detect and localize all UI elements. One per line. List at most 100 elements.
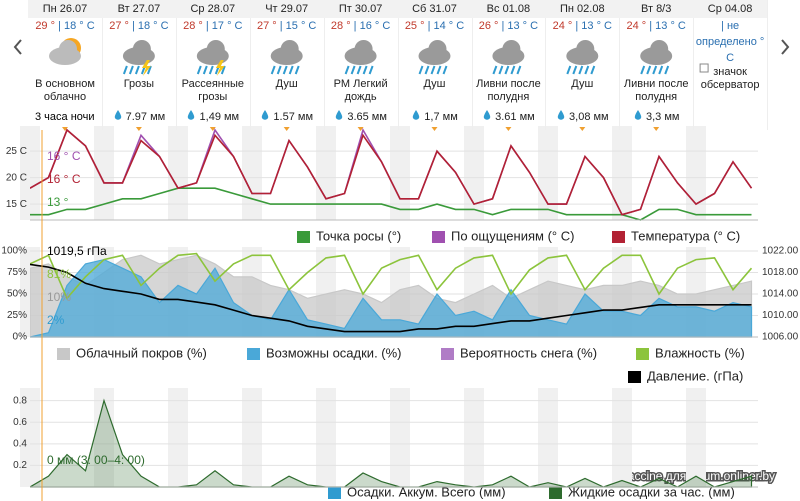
next-arrow[interactable] bbox=[781, 39, 790, 55]
annotation: 81% bbox=[47, 267, 71, 281]
time-note: 3 часа ночи bbox=[35, 111, 95, 123]
annotation: 1019,5 гПа bbox=[47, 244, 107, 258]
rain bbox=[516, 65, 522, 75]
rain bbox=[196, 65, 202, 75]
day-label: Чт 29.07 bbox=[249, 0, 324, 18]
night-band bbox=[612, 388, 632, 487]
rain bbox=[640, 65, 646, 75]
drop-icon bbox=[336, 110, 343, 120]
marker bbox=[357, 127, 364, 131]
rain bbox=[664, 65, 670, 75]
weather-icon bbox=[196, 40, 229, 131]
day-column: Вс 01.08 26 ° | 13 ° C Ливни после полудня… bbox=[471, 0, 547, 130]
marker bbox=[209, 127, 216, 131]
temps: 25 ° | 14 ° C bbox=[398, 18, 472, 34]
night-band bbox=[390, 388, 410, 487]
y-tick-label: 25 C bbox=[6, 146, 27, 157]
night-band bbox=[94, 126, 114, 220]
temps: 28 ° | 16 ° C bbox=[324, 18, 398, 34]
weather-icon bbox=[566, 40, 599, 131]
night-band bbox=[686, 126, 706, 220]
temps: 27 ° | 15 ° C bbox=[250, 18, 324, 34]
weather-icon bbox=[344, 40, 377, 131]
cloud bbox=[59, 40, 77, 58]
weather-desc: значок обсерватор bbox=[700, 66, 760, 91]
rain bbox=[418, 65, 424, 75]
night-band bbox=[168, 126, 188, 220]
day-label: Вт 27.07 bbox=[101, 0, 176, 18]
temps: 24 ° | 13 ° C bbox=[619, 18, 693, 34]
rain bbox=[344, 65, 350, 75]
drop-icon bbox=[634, 110, 642, 120]
rain bbox=[590, 65, 596, 75]
legend-swatch bbox=[247, 348, 260, 360]
rain bbox=[350, 65, 356, 75]
rain bbox=[504, 65, 510, 75]
rain bbox=[276, 65, 282, 75]
y-tick-label: 100% bbox=[1, 246, 27, 257]
annotation: 16 ° C bbox=[47, 172, 81, 186]
rain bbox=[646, 65, 652, 75]
day-column: Сб 31.07 25 ° | 14 ° C Душ 1,7 мм bbox=[397, 0, 473, 130]
weather-desc: Душ bbox=[571, 78, 594, 90]
weather-icon bbox=[492, 40, 525, 131]
y2-tick-label: 1014.00 bbox=[762, 289, 799, 300]
bolt bbox=[215, 60, 225, 76]
drop-icon bbox=[483, 110, 491, 120]
day-label: Пн 26.07 bbox=[28, 0, 102, 18]
day-label: Вс 01.08 bbox=[471, 0, 546, 18]
legend-label: Вероятность снега (%) bbox=[460, 345, 597, 360]
rain bbox=[122, 65, 128, 75]
line bbox=[30, 263, 752, 333]
temp-min: | 15 ° C bbox=[279, 20, 317, 32]
rain bbox=[424, 65, 430, 75]
weather-icon bbox=[418, 40, 451, 131]
y-tick-label: 20 C bbox=[6, 172, 27, 183]
night-band bbox=[168, 388, 188, 487]
night-band bbox=[316, 126, 336, 220]
marker bbox=[579, 127, 586, 131]
legend-label: Жидкие осадки за час. (мм) bbox=[568, 484, 735, 499]
cloud bbox=[576, 40, 595, 58]
rain bbox=[436, 65, 442, 75]
drop-icon bbox=[114, 110, 121, 120]
cloud bbox=[428, 40, 447, 58]
night-band bbox=[612, 126, 632, 220]
y-tick-label: 0.4 bbox=[13, 438, 27, 449]
temps: 29 ° | 18 ° C bbox=[28, 18, 102, 34]
y-tick-label: 75% bbox=[7, 267, 27, 278]
night-band bbox=[538, 126, 558, 220]
cloud bbox=[206, 40, 225, 58]
rain bbox=[492, 65, 498, 75]
night-band bbox=[538, 388, 558, 487]
night-band bbox=[94, 388, 114, 487]
precip-text: 7.97 мм bbox=[125, 111, 166, 123]
rain bbox=[572, 65, 578, 75]
day-label: Вт 8/3 bbox=[619, 0, 694, 18]
plot bbox=[30, 252, 753, 338]
precip-text: 1,49 мм bbox=[199, 111, 240, 123]
precip-amount: 3,08 мм bbox=[545, 110, 619, 123]
weather-desc: Грозы bbox=[123, 78, 155, 90]
temp-max: 29 ° bbox=[35, 20, 56, 32]
marker bbox=[431, 127, 438, 131]
y-tick-label: 15 C bbox=[6, 199, 27, 210]
legend-label: Облачный покров (%) bbox=[76, 345, 207, 360]
cloud bbox=[650, 40, 669, 58]
day-label: Пт 30.07 bbox=[323, 0, 398, 18]
temp-max: 27 ° bbox=[109, 20, 129, 32]
legend-swatch bbox=[636, 348, 649, 360]
rain bbox=[288, 65, 294, 75]
precip-amount: 1,7 мм bbox=[398, 110, 472, 123]
y2-tick-label: 1022.00 bbox=[762, 246, 799, 257]
prev-arrow[interactable] bbox=[13, 39, 22, 55]
temp-min: | 13 ° C bbox=[649, 20, 686, 32]
legend-swatch bbox=[432, 231, 445, 243]
temp-min: | 14 ° C bbox=[427, 20, 465, 32]
day-label: Ср 28.07 bbox=[175, 0, 250, 18]
temp-min: | 13 ° C bbox=[575, 20, 612, 32]
rain bbox=[658, 65, 664, 75]
weather-desc: Душ bbox=[423, 78, 446, 90]
rain bbox=[146, 65, 152, 75]
weather-desc: В основном облачно bbox=[35, 78, 95, 103]
